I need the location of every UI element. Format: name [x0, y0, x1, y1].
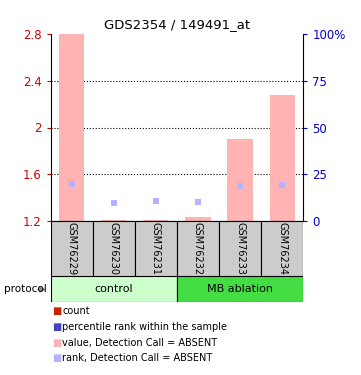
Bar: [270, 95, 295, 221]
Text: percentile rank within the sample: percentile rank within the sample: [62, 322, 227, 332]
Text: GSM76229: GSM76229: [66, 222, 77, 275]
Text: GSM76231: GSM76231: [151, 222, 161, 275]
Bar: [261, 221, 303, 276]
Text: count: count: [62, 306, 90, 316]
Bar: [177, 276, 303, 302]
Bar: [185, 216, 210, 221]
Text: ■: ■: [52, 306, 62, 316]
Text: GSM76233: GSM76233: [235, 222, 245, 275]
Text: GSM76232: GSM76232: [193, 222, 203, 275]
Text: value, Detection Call = ABSENT: value, Detection Call = ABSENT: [62, 338, 218, 348]
Bar: [101, 220, 126, 221]
Bar: [219, 221, 261, 276]
Text: ■: ■: [52, 354, 62, 363]
Bar: [51, 276, 177, 302]
Bar: [143, 220, 169, 221]
Bar: [59, 34, 84, 221]
Text: GSM76234: GSM76234: [277, 222, 287, 275]
Text: ■: ■: [52, 322, 62, 332]
Text: protocol: protocol: [4, 285, 46, 294]
Text: GSM76230: GSM76230: [109, 222, 119, 275]
Bar: [135, 221, 177, 276]
Bar: [51, 221, 93, 276]
Text: MB ablation: MB ablation: [207, 284, 273, 294]
Bar: [227, 139, 253, 221]
Bar: [93, 221, 135, 276]
Title: GDS2354 / 149491_at: GDS2354 / 149491_at: [104, 18, 250, 31]
Text: rank, Detection Call = ABSENT: rank, Detection Call = ABSENT: [62, 354, 213, 363]
Bar: [177, 221, 219, 276]
Text: control: control: [95, 284, 133, 294]
Text: ■: ■: [52, 338, 62, 348]
